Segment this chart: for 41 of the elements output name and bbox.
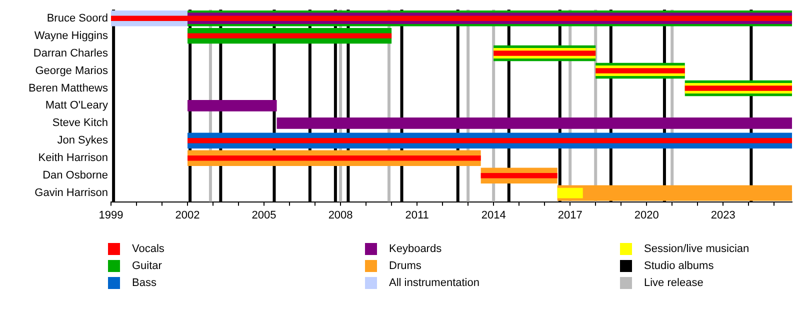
bar <box>111 16 792 21</box>
bar <box>188 138 792 144</box>
bar <box>188 33 392 38</box>
legend-label: Session/live musician <box>644 242 750 254</box>
bar <box>276 117 792 129</box>
y-tick-label: Beren Matthews <box>28 82 108 94</box>
x-tick-label: 2011 <box>405 209 429 222</box>
legend-label: All instrumentation <box>389 276 480 288</box>
x-tick-label: 2017 <box>558 209 582 222</box>
bar <box>596 68 685 74</box>
legend-label: Bass <box>132 276 156 288</box>
legend-label: Live release <box>644 276 704 288</box>
bar <box>684 86 792 91</box>
y-tick-label: Matt O'Leary <box>45 100 108 112</box>
bar <box>494 50 596 56</box>
y-tick-label: Darran Charles <box>33 47 108 60</box>
bar <box>480 172 558 178</box>
bar <box>557 185 792 201</box>
y-tick-label: Wayne Higgins <box>34 30 108 42</box>
legend-label: Studio albums <box>644 260 714 272</box>
y-tick-label: George Marios <box>35 64 108 77</box>
y-tick-label: Steve Kitch <box>52 117 108 130</box>
y-tick-label: Jon Sykes <box>57 134 108 147</box>
x-tick-label: 1999 <box>98 209 124 222</box>
legend-label: Vocals <box>132 242 164 254</box>
legend-label: Guitar <box>132 260 162 272</box>
y-tick-label: Bruce Soord <box>46 12 108 24</box>
x-tick-label: 2002 <box>175 209 200 222</box>
x-tick-label: 2014 <box>481 209 506 222</box>
bar <box>557 188 583 198</box>
bar <box>188 100 277 112</box>
x-tick-label: 2005 <box>252 209 276 222</box>
bar <box>188 156 481 161</box>
legend-label: Drums <box>389 260 422 272</box>
y-tick-label: Dan Osborne <box>42 170 108 182</box>
legend-label: Keyboards <box>389 242 442 254</box>
x-tick-label: 2008 <box>328 209 353 222</box>
x-tick-label: 2023 <box>710 209 736 222</box>
x-tick-label: 2020 <box>634 209 659 222</box>
y-tick-label: Gavin Harrison <box>34 187 108 200</box>
y-tick-label: Keith Harrison <box>38 152 108 164</box>
